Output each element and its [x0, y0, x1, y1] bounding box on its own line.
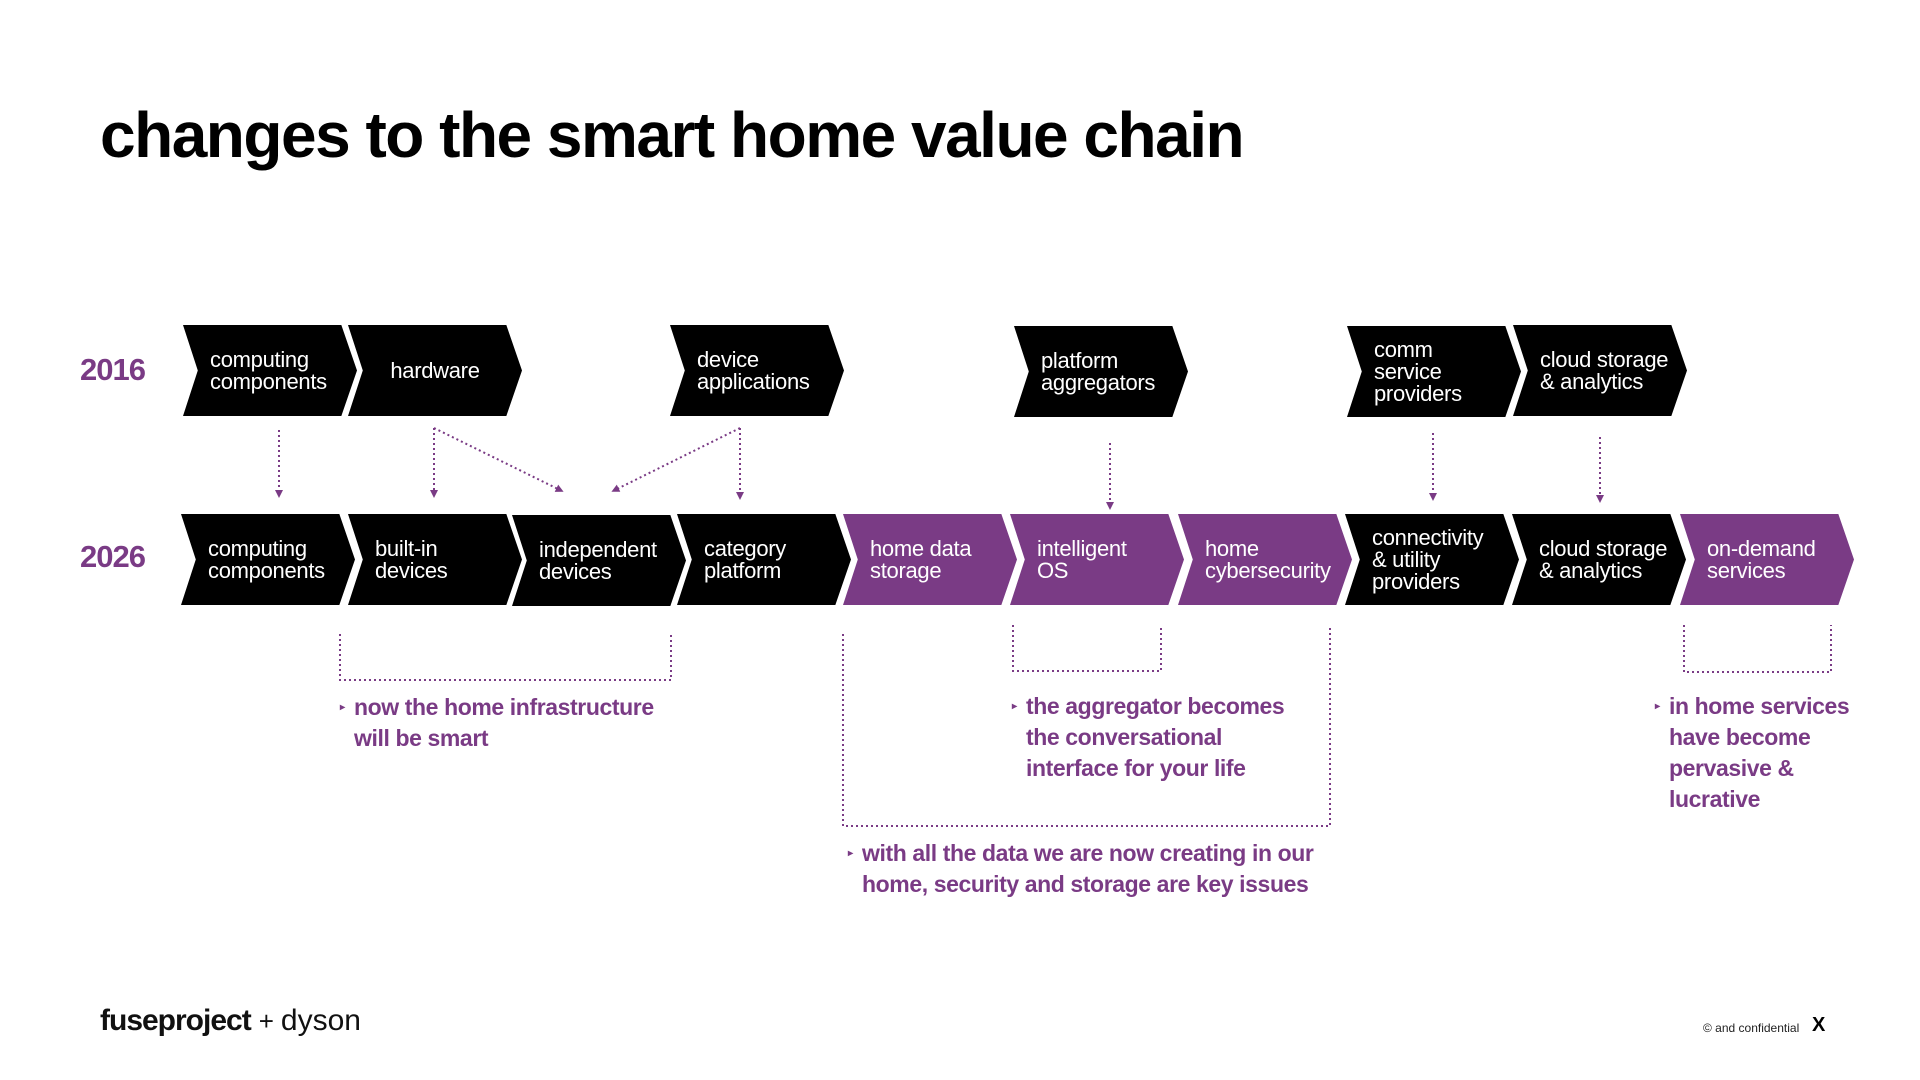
bracket-services: [1683, 625, 1832, 673]
brand-logo: fuseproject + dyson: [100, 1004, 361, 1038]
chevron-label: home cybersecurity: [1205, 535, 1331, 583]
note-text: now the home infrastructure will be smar…: [354, 694, 654, 751]
logo-plus: +: [258, 1006, 274, 1036]
chevron-label: cloud storage & analytics: [1539, 535, 1668, 583]
note-services: ▸ in home services have become pervasive …: [1655, 691, 1850, 815]
chevron-2026-home-cybersecurity: home cybersecurity: [1178, 514, 1352, 605]
chevron-label: home data storage: [870, 535, 972, 583]
note-text: with all the data we are now creating in…: [862, 840, 1314, 897]
note-text: the aggregator becomes the conversationa…: [1026, 693, 1285, 781]
chevron-label: category platform: [704, 535, 786, 583]
chevron-label: built-in devices: [375, 535, 448, 583]
bracket-aggregator: [1012, 625, 1162, 672]
chevron-label: computing components: [208, 535, 325, 583]
bullet-icon: ▸: [340, 702, 345, 713]
logo-dyson: dyson: [280, 1004, 361, 1037]
chevron-2016-cloud-storage: cloud storage & analytics: [1513, 325, 1687, 416]
chevron-2016-comm-service-providers: comm service providers: [1347, 326, 1521, 417]
chevron-2026-connectivity-utility: connectivity & utility providers: [1345, 514, 1519, 605]
note-aggregator: ▸ the aggregator becomes the conversation…: [1012, 691, 1285, 784]
chevron-2026-home-data-storage: home data storage: [843, 514, 1017, 605]
chevron-label: computing components: [210, 346, 327, 394]
chevron-2026-on-demand-services: on-demand services: [1680, 514, 1854, 605]
chevron-label: on-demand services: [1707, 535, 1816, 583]
arrow-apps-independent: [611, 427, 741, 492]
chevron-2026-computing-components: computing components: [181, 514, 355, 605]
bullet-icon: ▸: [1012, 701, 1017, 712]
chevron-label: cloud storage & analytics: [1540, 346, 1669, 394]
chevron-2026-intelligent-os: intelligent OS: [1010, 514, 1184, 605]
note-text: in home services have become pervasive &…: [1669, 693, 1850, 812]
copyright-text: © and confidential: [1703, 1021, 1800, 1035]
chevron-label: intelligent OS: [1037, 535, 1127, 583]
chevron-label: hardware: [390, 357, 480, 383]
chevron-2026-cloud-storage: cloud storage & analytics: [1512, 514, 1686, 605]
year-label-2016: 2016: [80, 352, 146, 387]
chevron-2016-hardware: hardware: [348, 325, 522, 416]
chevron-2026-independent-devices: independent devices: [512, 515, 686, 606]
chevron-2016-platform-aggregators: platform aggregators: [1014, 326, 1188, 417]
chevron-label: device applications: [697, 346, 810, 394]
x-mark-icon: X: [1812, 1014, 1826, 1036]
note-infrastructure: ▸ now the home infrastructure will be sma…: [340, 692, 654, 754]
chevron-2026-built-in-devices: built-in devices: [348, 514, 522, 605]
bullet-icon: ▸: [848, 848, 853, 859]
bracket-infrastructure: [339, 634, 672, 681]
bullet-icon: ▸: [1655, 701, 1660, 712]
chevron-2016-device-applications: device applications: [670, 325, 844, 416]
chevron-label: platform aggregators: [1041, 347, 1156, 395]
chevron-label: connectivity & utility providers: [1372, 524, 1484, 594]
year-label-2026: 2026: [80, 539, 146, 574]
arrow-hardware-independent: [433, 427, 564, 492]
bracket-data-security: [842, 625, 1331, 827]
logo-fuseproject: fuseproject: [100, 1004, 252, 1037]
chevron-2016-computing-components: computing components: [183, 325, 357, 416]
note-data-security: ▸ with all the data we are now creating i…: [848, 838, 1314, 900]
chevron-label: comm service providers: [1374, 336, 1462, 406]
page-title: changes to the smart home value chain: [100, 99, 1245, 171]
chevron-label: independent devices: [539, 536, 657, 584]
chevron-2026-category-platform: category platform: [677, 514, 851, 605]
